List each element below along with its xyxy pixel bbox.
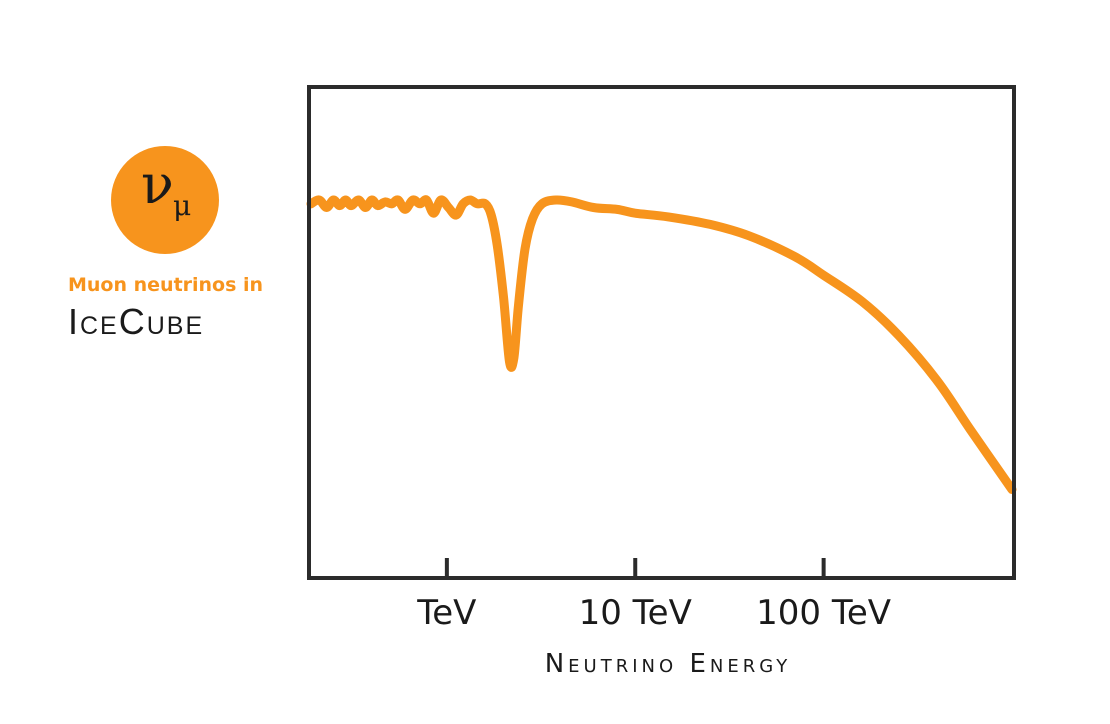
- legend-block: ν μ Muon neutrinos in IceCube: [56, 146, 286, 346]
- x-tick-label-2: 100 TeV: [756, 593, 891, 633]
- icecube-logo: IceCube: [68, 301, 205, 342]
- x-tick-label-1: 10 TeV: [579, 593, 692, 633]
- x-axis-label: Neutrino Energy: [545, 649, 792, 679]
- x-tick-label-0: TeV: [416, 593, 476, 633]
- symbol-nu: ν: [141, 153, 174, 216]
- series-line: [306, 195, 1017, 494]
- legend-caption: Muon neutrinos in: [68, 274, 264, 296]
- symbol-mu: μ: [173, 189, 192, 222]
- x-ticks: [444, 558, 826, 576]
- plot-frame: [307, 85, 1016, 580]
- x-tick-labels: TeV 10 TeV 100 TeV: [416, 593, 891, 633]
- muon-neutrino-symbol-icon: ν μ: [111, 146, 219, 254]
